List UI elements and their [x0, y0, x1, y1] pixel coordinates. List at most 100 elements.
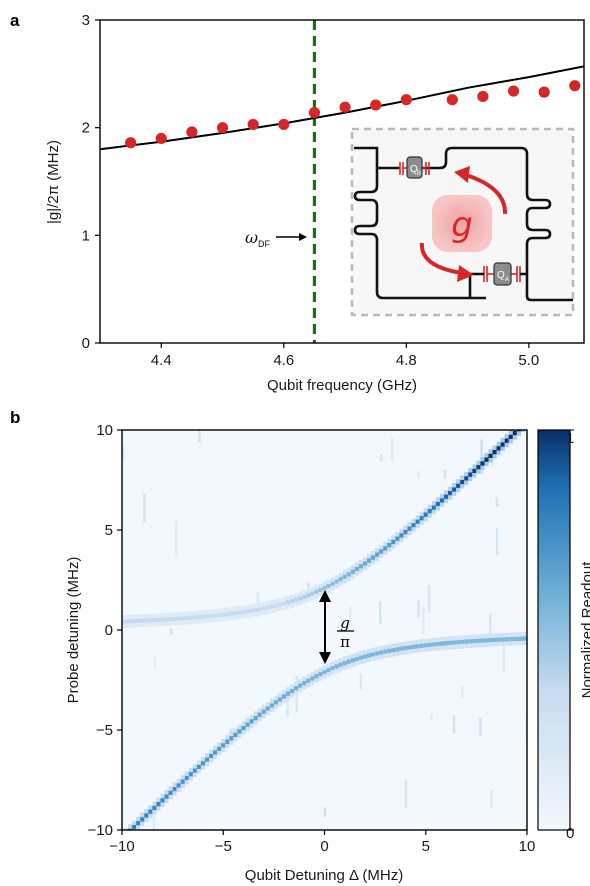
lower-branch-pixel [148, 809, 153, 814]
panel-b-xlabel: Qubit Detuning Δ (MHz) [245, 867, 403, 884]
upper-branch-pixel [496, 441, 501, 447]
upper-branch-pixel [512, 435, 517, 440]
lower-branch-pixel [415, 639, 420, 645]
lower-branch-pixel [488, 642, 493, 647]
lower-branch-pixel [403, 650, 408, 655]
upper-branch-pixel [124, 619, 129, 624]
upper-branch-pixel [504, 438, 509, 443]
upper-branch-pixel [160, 617, 165, 622]
lower-branch-pixel [286, 687, 291, 692]
upper-branch-pixel [124, 623, 129, 628]
upper-branch-pixel [371, 559, 376, 565]
lower-branch-pixel [168, 795, 173, 800]
lower-branch-pixel [391, 647, 396, 653]
lower-branch-pixel [338, 658, 343, 663]
upper-branch-pixel [399, 537, 404, 542]
lower-branch-pixel [391, 652, 396, 657]
lower-branch-pixel [391, 643, 396, 648]
data-point [247, 118, 259, 131]
lower-branch-pixel [160, 793, 165, 799]
noise-speck [479, 717, 482, 736]
lower-branch-pixel [435, 641, 440, 647]
lower-branch-pixel [439, 645, 444, 651]
lower-branch-pixel [448, 640, 453, 646]
noise-speck [443, 469, 447, 479]
upper-branch-pixel [302, 590, 307, 595]
noise-speck [307, 582, 310, 593]
x-tick-label: 5.0 [518, 352, 539, 369]
lower-branch-pixel [196, 769, 201, 774]
upper-branch-pixel [427, 509, 432, 514]
upper-branch-pixel [391, 539, 396, 545]
noise-speck [349, 606, 352, 627]
lower-branch-pixel [237, 733, 242, 738]
lower-branch-pixel [168, 790, 173, 795]
upper-branch-pixel [310, 587, 315, 592]
x-tick-label: 10 [519, 838, 536, 855]
lower-branch-pixel [492, 633, 497, 638]
noise-speck [379, 454, 383, 462]
noise-speck [427, 584, 431, 613]
upper-branch-pixel [419, 516, 424, 521]
upper-branch-pixel [310, 591, 315, 596]
data-point [339, 101, 351, 113]
y-tick-label: 5 [105, 522, 113, 539]
lower-branch-pixel [383, 649, 388, 654]
lower-branch-pixel [403, 645, 408, 651]
upper-branch-pixel [476, 460, 481, 465]
noise-speck [430, 713, 433, 720]
upper-branch-pixel [269, 600, 274, 605]
qubit-b-label: Q [410, 164, 418, 175]
lower-branch-pixel [407, 649, 412, 654]
lower-branch-pixel [516, 636, 521, 641]
lower-branch-pixel [379, 645, 384, 651]
lower-branch-pixel [415, 644, 420, 649]
upper-branch-pixel [516, 431, 521, 436]
lower-branch-pixel [524, 640, 527, 646]
lower-branch-pixel [367, 653, 372, 658]
x-tick-label: −10 [109, 838, 134, 855]
upper-branch-pixel [517, 423, 521, 427]
lower-branch-pixel [480, 638, 485, 643]
lower-branch-pixel [484, 638, 489, 643]
lower-branch-pixel [168, 786, 173, 791]
lower-branch-pixel [476, 638, 481, 643]
upper-branch-pixel [132, 614, 137, 619]
lower-branch-pixel [298, 683, 303, 688]
lower-branch-pixel [342, 656, 347, 661]
lower-branch-pixel [362, 658, 368, 664]
colorbar [537, 429, 571, 831]
data-point [216, 122, 229, 134]
upper-branch-pixel [152, 613, 157, 618]
lower-branch-pixel [476, 634, 481, 639]
lower-branch-pixel [468, 643, 473, 648]
noise-speck [452, 715, 456, 734]
upper-branch-pixel [298, 596, 303, 601]
lower-arrow-head [457, 265, 474, 282]
lower-branch-pixel [209, 753, 214, 759]
upper-branch-pixel [411, 523, 416, 528]
lower-branch-pixel [233, 728, 238, 733]
upper-branch-pixel [443, 490, 449, 495]
lower-branch-pixel [448, 636, 453, 641]
upper-branch-pixel [136, 614, 141, 619]
upper-branch-pixel [172, 612, 177, 617]
lower-branch-pixel [217, 742, 222, 747]
lower-branch-pixel [334, 664, 339, 669]
lower-branch-pixel [346, 663, 351, 669]
upper-branch-pixel [525, 415, 529, 419]
upper-branch-pixel [391, 544, 396, 549]
upper-branch-pixel [176, 620, 181, 626]
lower-branch-pixel [500, 632, 505, 638]
lower-branch-pixel [346, 659, 351, 664]
upper-branch-pixel [225, 616, 230, 621]
noise-speck [502, 642, 506, 672]
upper-branch-pixel [460, 484, 465, 489]
x-tick-label: 4.4 [151, 352, 172, 369]
lower-branch-pixel [144, 808, 149, 814]
noise-speck [198, 430, 201, 443]
upper-branch-pixel [140, 622, 145, 628]
upper-branch-pixel [298, 600, 303, 605]
upper-branch-pixel [302, 599, 307, 604]
lower-branch-pixel [192, 768, 197, 773]
